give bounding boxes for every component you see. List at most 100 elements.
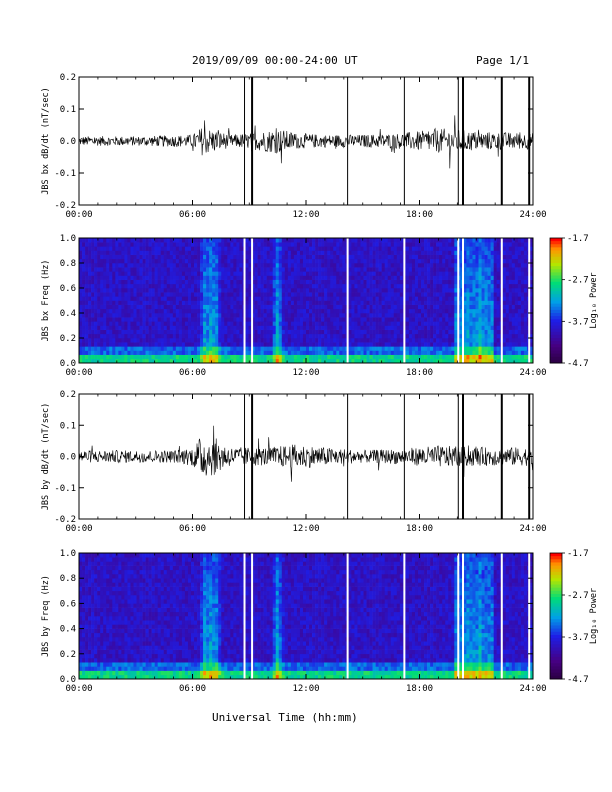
colorbar-swatch [550,359,562,364]
heatmap-cell [399,308,404,314]
heatmap-cell [88,607,92,613]
heatmap-cell [197,263,201,268]
heatmap-cell [82,565,86,571]
heatmap-cell [529,304,534,310]
heatmap-cell [97,250,101,255]
heatmap-cell [312,313,316,318]
heatmap-cell [427,358,431,364]
heatmap-cell [269,250,274,255]
heatmap-cell [187,250,192,255]
heatmap-cell [505,258,510,264]
heatmap-cell [145,333,149,339]
heatmap-cell [272,242,277,247]
heatmap-cell [454,258,458,264]
heatmap-cell [336,238,340,243]
heatmap-cell [160,238,165,243]
heatmap-cell [324,325,328,330]
heatmap-cell [124,292,128,297]
heatmap-cell [390,254,395,260]
heatmap-cell [390,263,395,268]
heatmap-cell [85,275,89,280]
heatmap-cell [263,254,267,260]
heatmap-cell [151,333,155,339]
heatmap-cell [145,271,149,276]
heatmap-cell [469,346,473,351]
heatmap-cell [103,246,107,251]
heatmap-cell [203,279,207,285]
heatmap-cell [312,258,316,264]
heatmap-cell [169,258,174,264]
heatmap-cell [118,317,122,322]
heatmap-cell [393,271,398,276]
heatmap-cell [487,329,491,335]
heatmap-cell [275,325,280,330]
heatmap-cell [118,242,122,247]
heatmap-cell [266,271,270,276]
heatmap-cell [339,292,343,297]
heatmap-cell [333,283,337,289]
heatmap-cell [411,246,416,251]
heatmap-cell [481,271,485,276]
heatmap-cell [484,354,488,360]
heatmap-cell [88,263,92,268]
heatmap-cell [372,329,376,335]
heatmap-cell [433,242,437,247]
heatmap-cell [227,346,231,351]
heatmap-cell [194,317,198,322]
heatmap-cell [106,263,110,268]
heatmap-cell [463,321,467,326]
heatmap-cell [181,338,186,343]
heatmap-cell [469,354,473,360]
heatmap-cell [115,258,119,264]
heatmap-cell [79,590,83,596]
heatmap-cell [463,271,467,276]
heatmap-cell [269,308,274,314]
heatmap-cell [254,275,258,280]
heatmap-cell [417,263,422,268]
heatmap-cell [154,321,158,326]
heatmap-cell [121,338,125,343]
heatmap-cell [133,275,137,280]
heatmap-cell [212,271,216,276]
heatmap-cell [336,333,340,339]
heatmap-cell [299,317,304,322]
heatmap-cell [94,553,98,558]
heatmap-cell [472,275,476,280]
heatmap-cell [127,283,131,289]
heatmap-cell [115,254,119,260]
heatmap-cell [408,292,413,297]
heatmap-cell [381,358,385,364]
heatmap-cell [127,275,131,280]
heatmap-cell [139,338,143,343]
heatmap-cell [442,271,446,276]
heatmap-cell [166,350,171,355]
heatmap-cell [91,607,95,613]
heatmap-cell [399,304,404,310]
heatmap-cell [293,275,298,280]
heatmap-cell [427,325,431,330]
heatmap-cell [175,258,180,264]
heatmap-cell [508,258,513,264]
heatmap-cell [115,263,119,268]
heatmap-cell [103,338,107,343]
heatmap-cell [514,321,519,326]
heatmap-cell [230,296,234,301]
heatmap-cell [160,250,165,255]
heatmap-cell [154,313,158,318]
heatmap-cell [351,308,355,314]
heatmap-cell [160,242,165,247]
heatmap-cell [399,354,404,360]
heatmap-cell [514,279,519,285]
heatmap-cell [333,279,337,285]
heatmap-cell [82,624,86,629]
heatmap-cell [275,346,280,351]
heatmap-cell [315,288,319,293]
heatmap-cell [166,250,171,255]
heatmap-cell [187,308,192,314]
heatmap-cell [381,338,385,343]
heatmap-cell [378,246,382,251]
heatmap-cell [375,292,379,297]
heatmap-cell [284,346,289,351]
heatmap-cell [100,279,104,285]
heatmap-cell [439,338,443,343]
